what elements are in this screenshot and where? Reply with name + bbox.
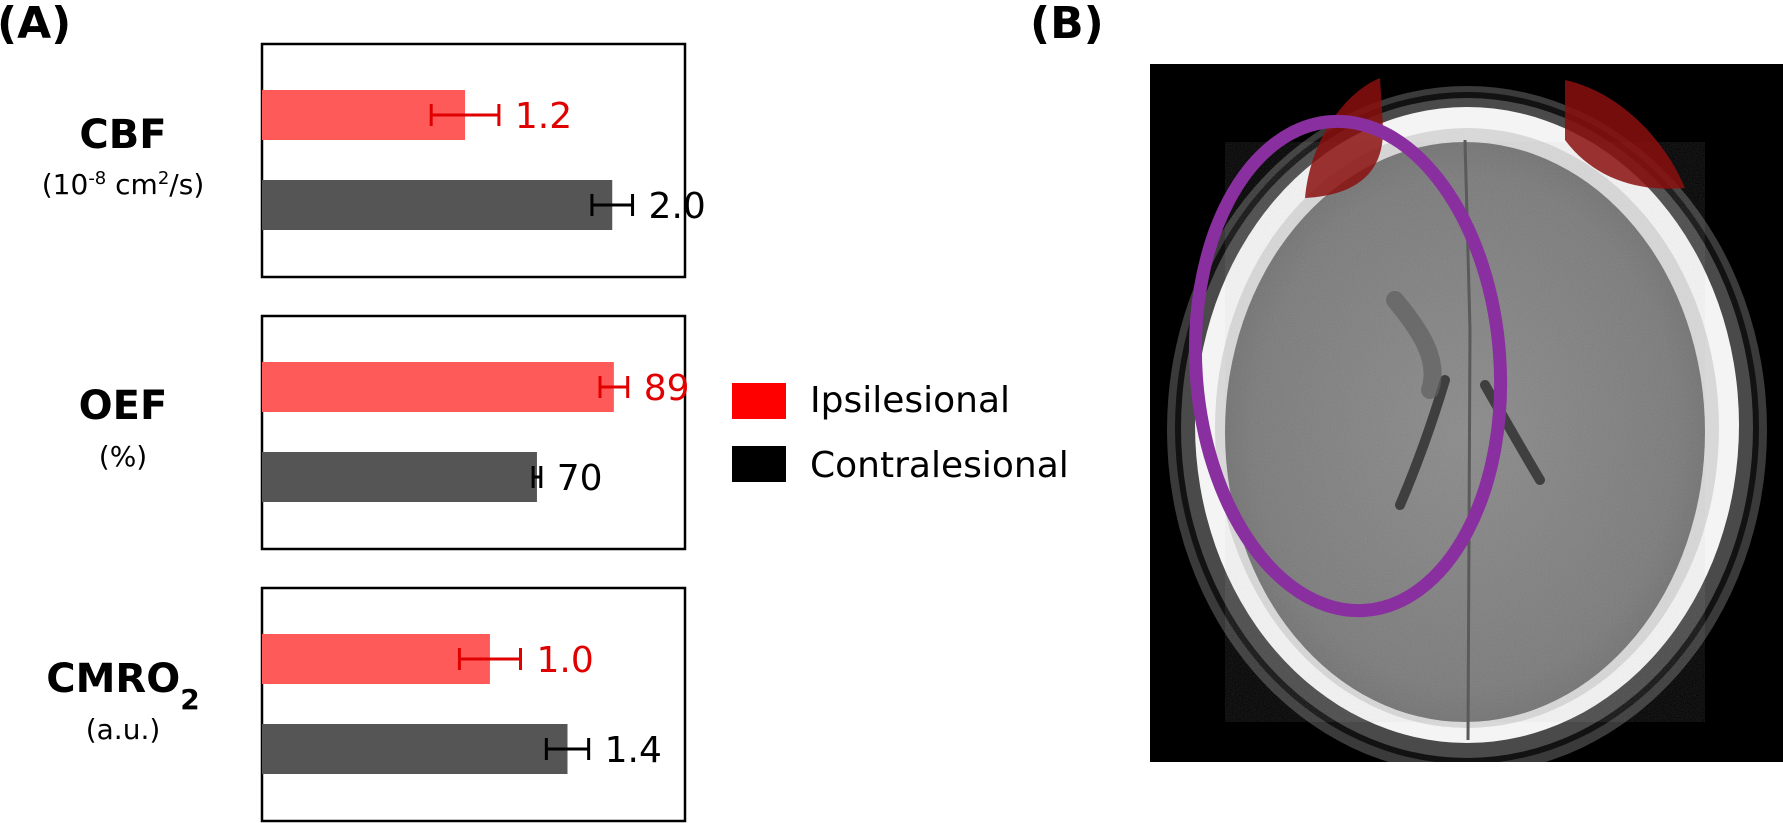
ct-midline — [1463, 139, 1472, 741]
cmro2-title: CMRO2 — [46, 656, 199, 716]
roi-frontal-cap-left — [1305, 78, 1384, 198]
panel-b-label: (B) — [1030, 0, 1104, 49]
oef-contralesional-value-label: 70 — [557, 458, 603, 499]
cmro2-title-main: CMRO — [46, 656, 180, 702]
oef-contralesional-bar — [262, 452, 537, 502]
bars-layer: 1.2 2.0 89 70 1.0 1.4 — [262, 90, 706, 774]
cmro2-plot-frame — [260, 586, 687, 823]
legend-swatch-contralesional — [732, 446, 786, 482]
ct-brain-texture — [1225, 142, 1705, 722]
cbf-contralesional-bar — [262, 180, 613, 230]
cbf-unit-pre: (10 — [42, 168, 89, 201]
panel-a-label: (A) — [0, 0, 71, 49]
roi-ellipse-ipsilesional — [1188, 114, 1508, 618]
cmro2-ipsilesional-bar — [262, 634, 490, 684]
cbf-title: CBF — [79, 112, 166, 158]
oef-title: OEF — [79, 383, 168, 429]
legend-label-ipsilesional: Ipsilesional — [810, 380, 1010, 421]
oef-title-group: OEF (%) — [79, 383, 168, 473]
oef-ipsilesional-value-label: 89 — [644, 368, 690, 409]
ct-ventricle-right — [1480, 380, 1545, 485]
cbf-contralesional-error-bar — [590, 194, 635, 216]
ct-scan-image — [1150, 64, 1783, 762]
oef-ipsilesional-bar — [262, 362, 614, 412]
cbf-ipsilesional-value-label: 1.2 — [515, 96, 572, 137]
cmro2-unit: (a.u.) — [86, 713, 161, 746]
cmro2-title-sub: 2 — [180, 683, 199, 716]
cbf-unit-mid: cm — [106, 168, 158, 201]
oef-plot-frame — [260, 314, 687, 551]
cbf-plot-frame — [260, 42, 687, 279]
oef-ipsilesional-error-bar — [598, 376, 630, 398]
cbf-contralesional-value-label: 2.0 — [649, 186, 706, 227]
cmro2-contralesional-bar — [262, 724, 568, 774]
legend-label-contralesional: Contralesional — [810, 445, 1069, 486]
oef-contralesional-error-bar — [531, 466, 543, 488]
cmro2-ipsilesional-value-label: 1.0 — [537, 640, 594, 681]
cbf-unit-post: /s) — [169, 168, 204, 201]
legend-swatch-ipsilesional — [732, 383, 786, 419]
oef-unit: (%) — [99, 440, 147, 473]
legend: Ipsilesional Contralesional — [732, 380, 1069, 486]
cbf-unit-exp: -8 — [88, 168, 106, 189]
cbf-title-group: CBF (10-8 cm2/s) — [42, 112, 205, 201]
cbf-unit-exp2: 2 — [158, 168, 169, 189]
ct-ventricle-left — [1395, 375, 1450, 510]
cmro2-contralesional-value-label: 1.4 — [605, 730, 662, 771]
cbf-unit: (10-8 cm2/s) — [42, 168, 205, 202]
ct-lesion-shadow — [1386, 291, 1442, 399]
cmro2-contralesional-error-bar — [544, 738, 591, 760]
cmro2-ipsilesional-error-bar — [457, 648, 522, 670]
roi-frontal-cap-right — [1565, 80, 1685, 189]
cbf-ipsilesional-error-bar — [429, 104, 501, 126]
cmro2-title-group: CMRO2 (a.u.) — [46, 656, 199, 746]
